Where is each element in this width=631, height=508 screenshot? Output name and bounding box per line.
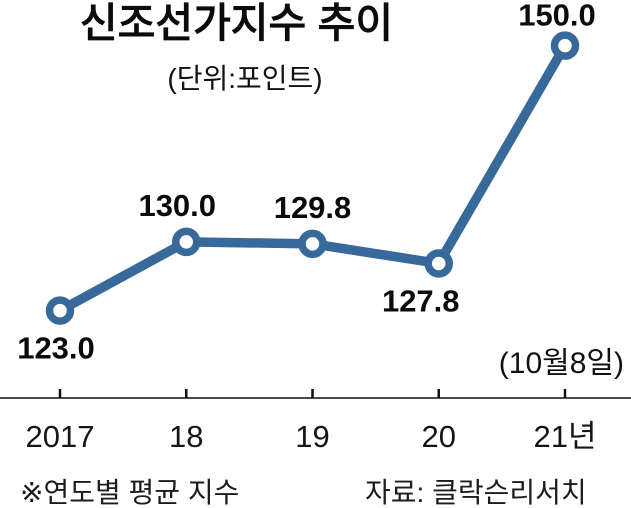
data-point-label: 130.0: [138, 188, 216, 223]
data-point-marker: [550, 31, 580, 60]
data-point-label: 123.0: [17, 331, 95, 366]
data-point-marker: [424, 249, 453, 278]
data-point-marker: [45, 296, 75, 325]
x-axis-label: 20: [422, 419, 456, 454]
chart-footer: ※연도별 평균 지수 자료: 클락슨리서치: [0, 471, 631, 508]
data-point-marker: [298, 229, 327, 259]
x-axis-label: 18: [169, 419, 203, 454]
data-point-marker: [172, 227, 201, 257]
source-label: 자료: 클락슨리서치: [365, 477, 587, 508]
x-axis-label: 21년: [533, 419, 596, 454]
chart-line: [55, 40, 570, 316]
line-chart: 123.0 130.0 129.8 127.8 150.0 2017 18 19 20 21년: [0, 0, 631, 454]
x-axis-label: 2017: [26, 419, 95, 454]
footnote: ※연도별 평균 지수: [20, 477, 240, 508]
date-annotation: (10월8일): [498, 347, 624, 380]
x-axis-label: 19: [295, 419, 329, 454]
data-point-label: 127.8: [382, 283, 460, 318]
data-point-label: 129.8: [274, 190, 352, 225]
data-point-label: 150.0: [518, 0, 596, 33]
page-title: 신조선가지수 추이: [79, 0, 394, 46]
unit-label: (단위:포인트): [167, 63, 323, 94]
